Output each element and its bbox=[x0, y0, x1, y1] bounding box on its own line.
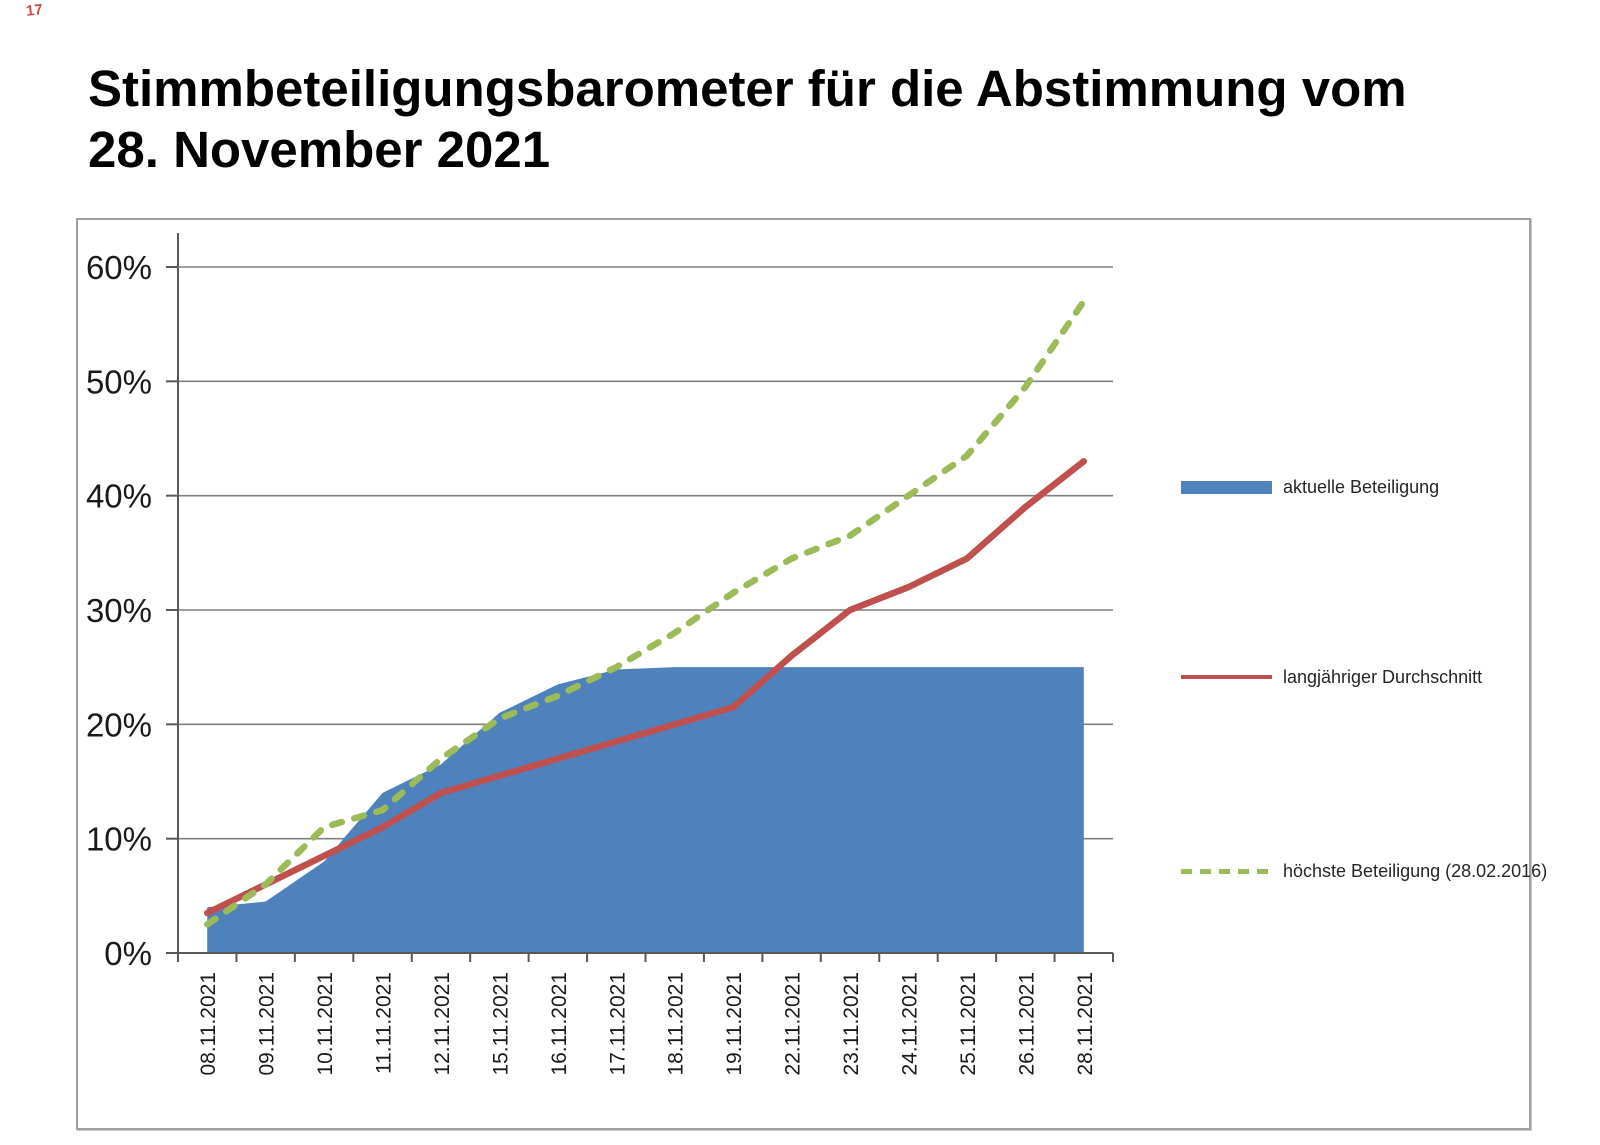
y-axis-label: 50% bbox=[86, 363, 152, 400]
x-axis-label: 12.11.2021 bbox=[431, 972, 454, 1076]
y-axis-label: 0% bbox=[104, 935, 152, 972]
legend-label: höchste Beteiligung (28.02.2016) bbox=[1283, 860, 1548, 881]
x-axis-label: 23.11.2021 bbox=[840, 972, 863, 1076]
page-title-line1: Stimmbeteiligungsbarometer für die Absti… bbox=[88, 60, 1407, 117]
x-axis-label: 15.11.2021 bbox=[489, 972, 512, 1076]
x-axis-label: 08.11.2021 bbox=[197, 972, 220, 1076]
legend-item-aktuelle-beteiligung: aktuelle Beteiligung bbox=[1181, 473, 1439, 501]
legend-label: aktuelle Beteiligung bbox=[1283, 476, 1440, 497]
x-axis-label: 26.11.2021 bbox=[1015, 972, 1038, 1076]
page-title: Stimmbeteiligungsbarometer für die Absti… bbox=[88, 58, 1548, 180]
x-axis-label: 16.11.2021 bbox=[548, 972, 571, 1076]
legend-swatch-line-icon bbox=[1181, 675, 1272, 679]
legend-item-hoechste-beteiligung: höchste Beteiligung (28.02.2016) bbox=[1181, 857, 1547, 885]
y-axis-label: 30% bbox=[86, 592, 152, 629]
x-axis-label: 19.11.2021 bbox=[723, 972, 746, 1076]
y-axis-label: 40% bbox=[86, 478, 152, 515]
legend-swatch-area-icon bbox=[1181, 480, 1272, 494]
x-axis-label: 17.11.2021 bbox=[606, 972, 629, 1076]
x-axis-label: 10.11.2021 bbox=[314, 972, 337, 1076]
x-axis-label: 11.11.2021 bbox=[373, 972, 396, 1074]
line-series-langjaehriger-durchschnitt bbox=[203, 458, 1088, 917]
page-title-line2: 28. November 2021 bbox=[88, 121, 551, 178]
legend-swatch-dashed-line-icon bbox=[1181, 868, 1272, 874]
x-axis-label: 09.11.2021 bbox=[256, 972, 279, 1076]
legend-label: langjähriger Durchschnitt bbox=[1283, 666, 1483, 687]
x-axis-label: 22.11.2021 bbox=[782, 972, 805, 1076]
dashed-series-hoechste-beteiligung bbox=[203, 298, 1088, 928]
y-axis-label: 10% bbox=[86, 821, 152, 858]
x-axis-label: 24.11.2021 bbox=[898, 972, 921, 1076]
y-axis-label: 60% bbox=[86, 249, 152, 286]
x-axis-label: 28.11.2021 bbox=[1074, 972, 1097, 1076]
area-series-aktuelle-beteiligung bbox=[207, 667, 1084, 953]
x-axis-label: 18.11.2021 bbox=[665, 972, 688, 1076]
y-axis-label: 20% bbox=[86, 706, 152, 743]
x-axis-label: 25.11.2021 bbox=[957, 972, 980, 1076]
legend-item-langjaehriger-durchschnitt: langjähriger Durchschnitt bbox=[1181, 663, 1482, 691]
